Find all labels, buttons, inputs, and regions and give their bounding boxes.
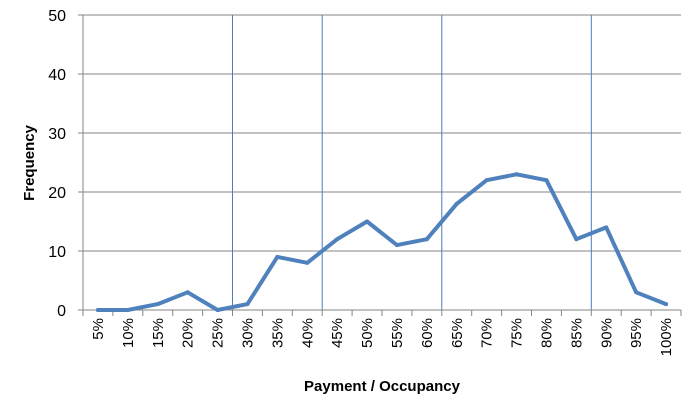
data-point xyxy=(245,302,250,307)
x-tick-label: 90% xyxy=(598,318,615,348)
data-point xyxy=(514,172,519,177)
y-tick-labels: 0 10 20 30 40 50 xyxy=(48,8,66,320)
data-point xyxy=(365,219,370,224)
x-tick-label: 45% xyxy=(329,318,346,348)
y-tick-label: 40 xyxy=(48,67,66,84)
data-point xyxy=(155,302,160,307)
data-point xyxy=(604,225,609,230)
data-point xyxy=(305,260,310,265)
gridlines xyxy=(83,14,681,252)
x-tick-label: 25% xyxy=(210,318,227,348)
x-tick-label: 70% xyxy=(479,318,496,348)
x-axis-title: Payment / Occupancy xyxy=(304,378,461,395)
y-tick-label: 0 xyxy=(57,303,66,320)
data-point xyxy=(95,308,100,312)
x-tick-label: 100% xyxy=(658,318,675,356)
axes xyxy=(78,14,682,316)
x-tick-label: 95% xyxy=(628,318,645,348)
data-point xyxy=(484,178,489,183)
data-point xyxy=(215,308,220,312)
data-point xyxy=(275,254,280,259)
data-point xyxy=(574,237,579,242)
data-point xyxy=(664,302,669,307)
series-line xyxy=(95,172,669,312)
x-tick-labels: 5% 10% 15% 20% 25% 30% 35% 40% 45% 50% 55% 60% 65% 70… xyxy=(90,318,675,356)
y-tick-label: 50 xyxy=(48,8,66,25)
x-tick-label: 85% xyxy=(568,318,585,348)
x-tick-label: 55% xyxy=(389,318,406,348)
x-tick-label: 60% xyxy=(419,318,436,348)
reference-lines xyxy=(232,15,592,310)
x-tick-label: 40% xyxy=(299,318,316,348)
data-point xyxy=(185,290,190,295)
y-axis-title: Frequency xyxy=(21,124,38,201)
x-tick-label: 15% xyxy=(150,318,167,348)
y-tick-label: 20 xyxy=(48,185,66,202)
x-tick-label: 80% xyxy=(538,318,555,348)
x-tick-label: 65% xyxy=(449,318,466,348)
data-point xyxy=(544,178,549,183)
data-point xyxy=(424,237,429,242)
data-point xyxy=(454,201,459,206)
x-tick-label: 30% xyxy=(239,318,256,348)
series xyxy=(95,172,669,312)
x-tick-label: 5% xyxy=(90,318,107,340)
x-tick-label: 20% xyxy=(180,318,197,348)
y-tick-label: 30 xyxy=(48,126,66,143)
y-tick-label: 10 xyxy=(48,244,66,261)
x-tick-label: 35% xyxy=(269,318,286,348)
data-point xyxy=(335,237,340,242)
x-tick-label: 75% xyxy=(509,318,526,348)
data-point xyxy=(125,308,130,312)
data-point xyxy=(634,290,639,295)
x-tick-label: 50% xyxy=(359,318,376,348)
data-point xyxy=(394,243,399,248)
x-tick-label: 10% xyxy=(120,318,137,348)
